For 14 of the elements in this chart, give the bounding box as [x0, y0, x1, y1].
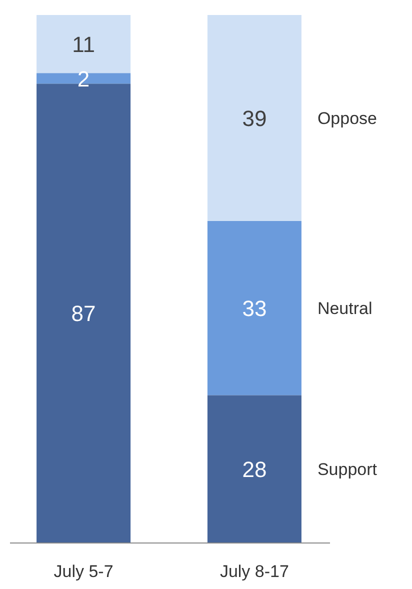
series-label: Neutral	[317, 299, 372, 318]
x-tick-label: July 5-7	[54, 562, 114, 581]
x-tick-label: July 8-17	[220, 562, 289, 581]
bar	[207, 395, 302, 543]
series-label: Oppose	[317, 109, 377, 128]
data-label: 33	[242, 296, 267, 321]
data-label: 2	[77, 66, 90, 92]
series-label: Support	[317, 460, 378, 480]
data-label: 11	[72, 32, 95, 57]
data-label: 39	[242, 106, 267, 131]
data-label: 87	[71, 301, 96, 326]
bar	[207, 15, 302, 221]
data-label: 28	[242, 457, 267, 482]
bar	[207, 220, 302, 396]
